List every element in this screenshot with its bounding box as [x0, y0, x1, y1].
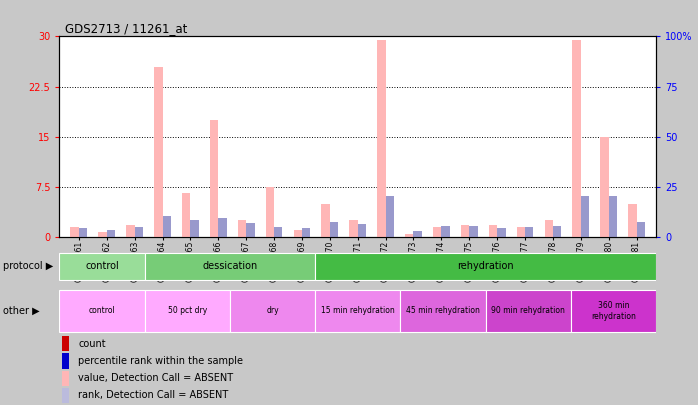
Bar [230, 290, 315, 332]
Bar [302, 228, 311, 237]
Bar [315, 290, 401, 332]
Bar [135, 227, 143, 237]
Bar [628, 204, 637, 237]
Bar [144, 290, 230, 332]
Bar [489, 225, 497, 237]
Bar [62, 371, 69, 386]
Bar [210, 120, 218, 237]
Bar [62, 336, 69, 351]
Text: 90 min rehydration: 90 min rehydration [491, 306, 565, 315]
Bar [572, 40, 581, 237]
Bar [637, 222, 645, 237]
Bar [59, 253, 144, 280]
Text: dry: dry [266, 306, 279, 315]
Text: control: control [85, 261, 119, 271]
Text: 50 pct dry: 50 pct dry [168, 306, 207, 315]
Bar [441, 226, 450, 237]
Bar [609, 196, 617, 237]
Text: rehydration: rehydration [457, 261, 514, 271]
Bar [486, 290, 571, 332]
Bar [385, 196, 394, 237]
Bar [191, 220, 199, 237]
Bar [525, 227, 533, 237]
Bar [70, 227, 79, 237]
Bar [163, 216, 171, 237]
Bar [544, 220, 553, 237]
Bar [469, 226, 477, 237]
Bar [497, 228, 505, 237]
Bar [322, 204, 330, 237]
Bar [517, 227, 525, 237]
Text: control: control [89, 306, 115, 315]
Bar [413, 231, 422, 237]
Bar [315, 253, 656, 280]
Bar [377, 40, 385, 237]
Text: count: count [78, 339, 106, 349]
Bar [401, 290, 486, 332]
Bar [62, 353, 69, 369]
Text: percentile rank within the sample: percentile rank within the sample [78, 356, 244, 366]
Bar [246, 223, 255, 237]
Bar [330, 222, 339, 237]
Bar [238, 220, 246, 237]
Bar [433, 227, 441, 237]
Bar [98, 232, 107, 237]
Bar [350, 220, 357, 237]
Bar [461, 225, 469, 237]
Bar [600, 137, 609, 237]
Bar [59, 290, 144, 332]
Bar [144, 253, 315, 280]
Bar [571, 290, 656, 332]
Text: protocol ▶: protocol ▶ [3, 261, 54, 271]
Text: 360 min
rehydration: 360 min rehydration [591, 301, 636, 320]
Text: 15 min rehydration: 15 min rehydration [321, 306, 394, 315]
Text: other ▶: other ▶ [3, 306, 40, 316]
Text: 45 min rehydration: 45 min rehydration [406, 306, 480, 315]
Text: value, Detection Call = ABSENT: value, Detection Call = ABSENT [78, 373, 233, 383]
Bar [62, 388, 69, 403]
Text: dessication: dessication [202, 261, 258, 271]
Bar [581, 196, 589, 237]
Bar [107, 230, 115, 237]
Bar [126, 225, 135, 237]
Text: rank, Detection Call = ABSENT: rank, Detection Call = ABSENT [78, 390, 228, 401]
Bar [405, 234, 413, 237]
Bar [553, 226, 561, 237]
Bar [274, 227, 283, 237]
Bar [218, 218, 227, 237]
Text: GDS2713 / 11261_at: GDS2713 / 11261_at [66, 22, 188, 35]
Bar [358, 224, 366, 237]
Bar [182, 194, 191, 237]
Bar [154, 66, 163, 237]
Bar [79, 228, 87, 237]
Bar [266, 187, 274, 237]
Bar [294, 230, 302, 237]
